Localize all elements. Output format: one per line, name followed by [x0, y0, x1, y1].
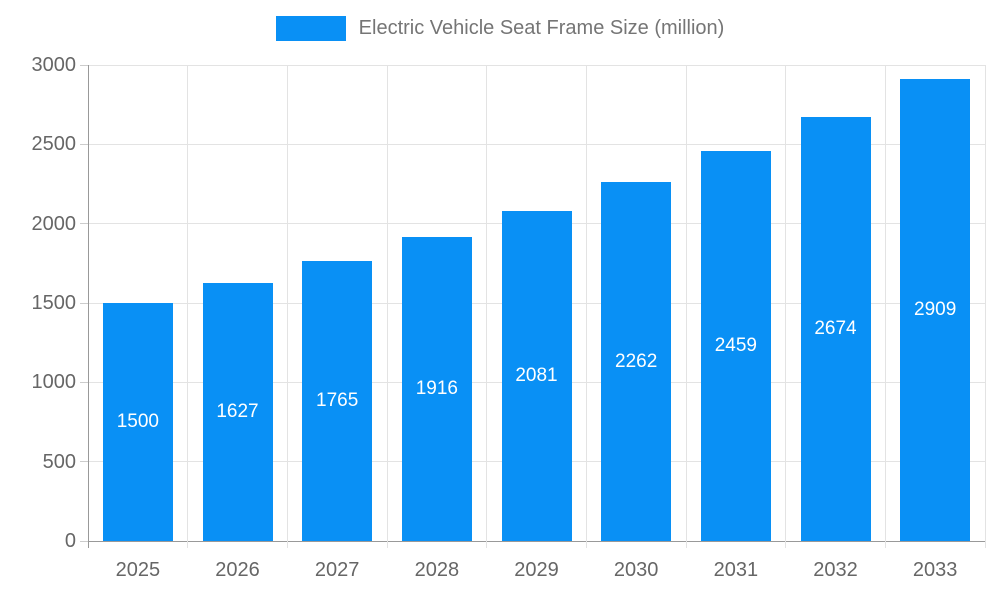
x-gridline	[585, 65, 587, 548]
chart-bar[interactable]: 2262	[601, 182, 672, 541]
y-axis-label: 3000	[31, 54, 77, 76]
chart-bar[interactable]: 1916	[401, 237, 472, 541]
bar-value-label: 2081	[515, 364, 558, 386]
x-gridline	[884, 65, 886, 548]
x-axis-label: 2032	[813, 559, 858, 581]
x-axis-label: 2029	[514, 559, 559, 581]
x-gridline	[984, 65, 986, 548]
y-axis-tick	[80, 64, 88, 66]
chart-legend[interactable]: Electric Vehicle Seat Frame Size (millio…	[0, 16, 1000, 41]
y-axis-label: 500	[42, 450, 76, 473]
y-axis-tick	[80, 540, 88, 542]
bar-value-label: 1627	[216, 400, 259, 422]
y-axis-tick	[80, 461, 88, 463]
bar-value-label: 1916	[415, 378, 458, 399]
x-gridline	[486, 65, 488, 548]
plot-area: 1500 1627 1765 1916 2081 2262 2459 2674 2909	[87, 64, 986, 548]
bar-value-label: 2459	[714, 334, 757, 356]
x-axis-label: 2031	[713, 559, 759, 581]
x-gridline	[685, 65, 687, 548]
y-axis-tick	[80, 381, 88, 383]
y-axis-tick	[80, 302, 88, 304]
x-axis-label: 2027	[314, 559, 360, 581]
bar-value-label: 2262	[615, 350, 658, 372]
chart-bar[interactable]: 2674	[800, 116, 871, 541]
x-gridline	[286, 65, 288, 548]
y-axis-label: 1500	[31, 292, 77, 314]
y-axis-label: 0	[64, 530, 76, 552]
x-axis-label: 2025	[115, 559, 161, 581]
y-axis-tick	[80, 143, 88, 145]
bar-value-label: 1765	[316, 389, 359, 411]
chart-bar[interactable]: 2459	[700, 150, 771, 541]
y-axis-label: 1000	[31, 371, 77, 394]
bar-value-label: 2674	[814, 317, 857, 339]
y-axis-line	[87, 65, 89, 548]
x-axis-label: 2026	[215, 559, 260, 581]
chart-bar[interactable]: 1500	[102, 303, 173, 541]
y-gridline	[88, 64, 985, 66]
y-axis-label: 2000	[31, 212, 77, 235]
x-axis-label: 2030	[613, 559, 659, 581]
x-gridline	[785, 65, 787, 548]
chart-bar[interactable]: 2909	[900, 79, 971, 541]
x-gridline	[187, 65, 189, 548]
y-axis-tick	[80, 223, 88, 225]
chart-bar[interactable]: 1627	[202, 282, 273, 541]
x-gridline	[386, 65, 388, 548]
y-axis-label: 2500	[31, 133, 77, 156]
chart-bar[interactable]: 1765	[302, 260, 373, 541]
legend-swatch-icon	[275, 16, 346, 41]
x-axis-label: 2028	[414, 559, 460, 581]
chart-bar[interactable]: 2081	[501, 210, 572, 541]
bar-value-label: 1500	[116, 411, 159, 432]
x-axis-label: 2033	[912, 559, 958, 581]
legend-label: Electric Vehicle Seat Frame Size (millio…	[358, 17, 725, 39]
bar-value-label: 2909	[914, 299, 957, 321]
